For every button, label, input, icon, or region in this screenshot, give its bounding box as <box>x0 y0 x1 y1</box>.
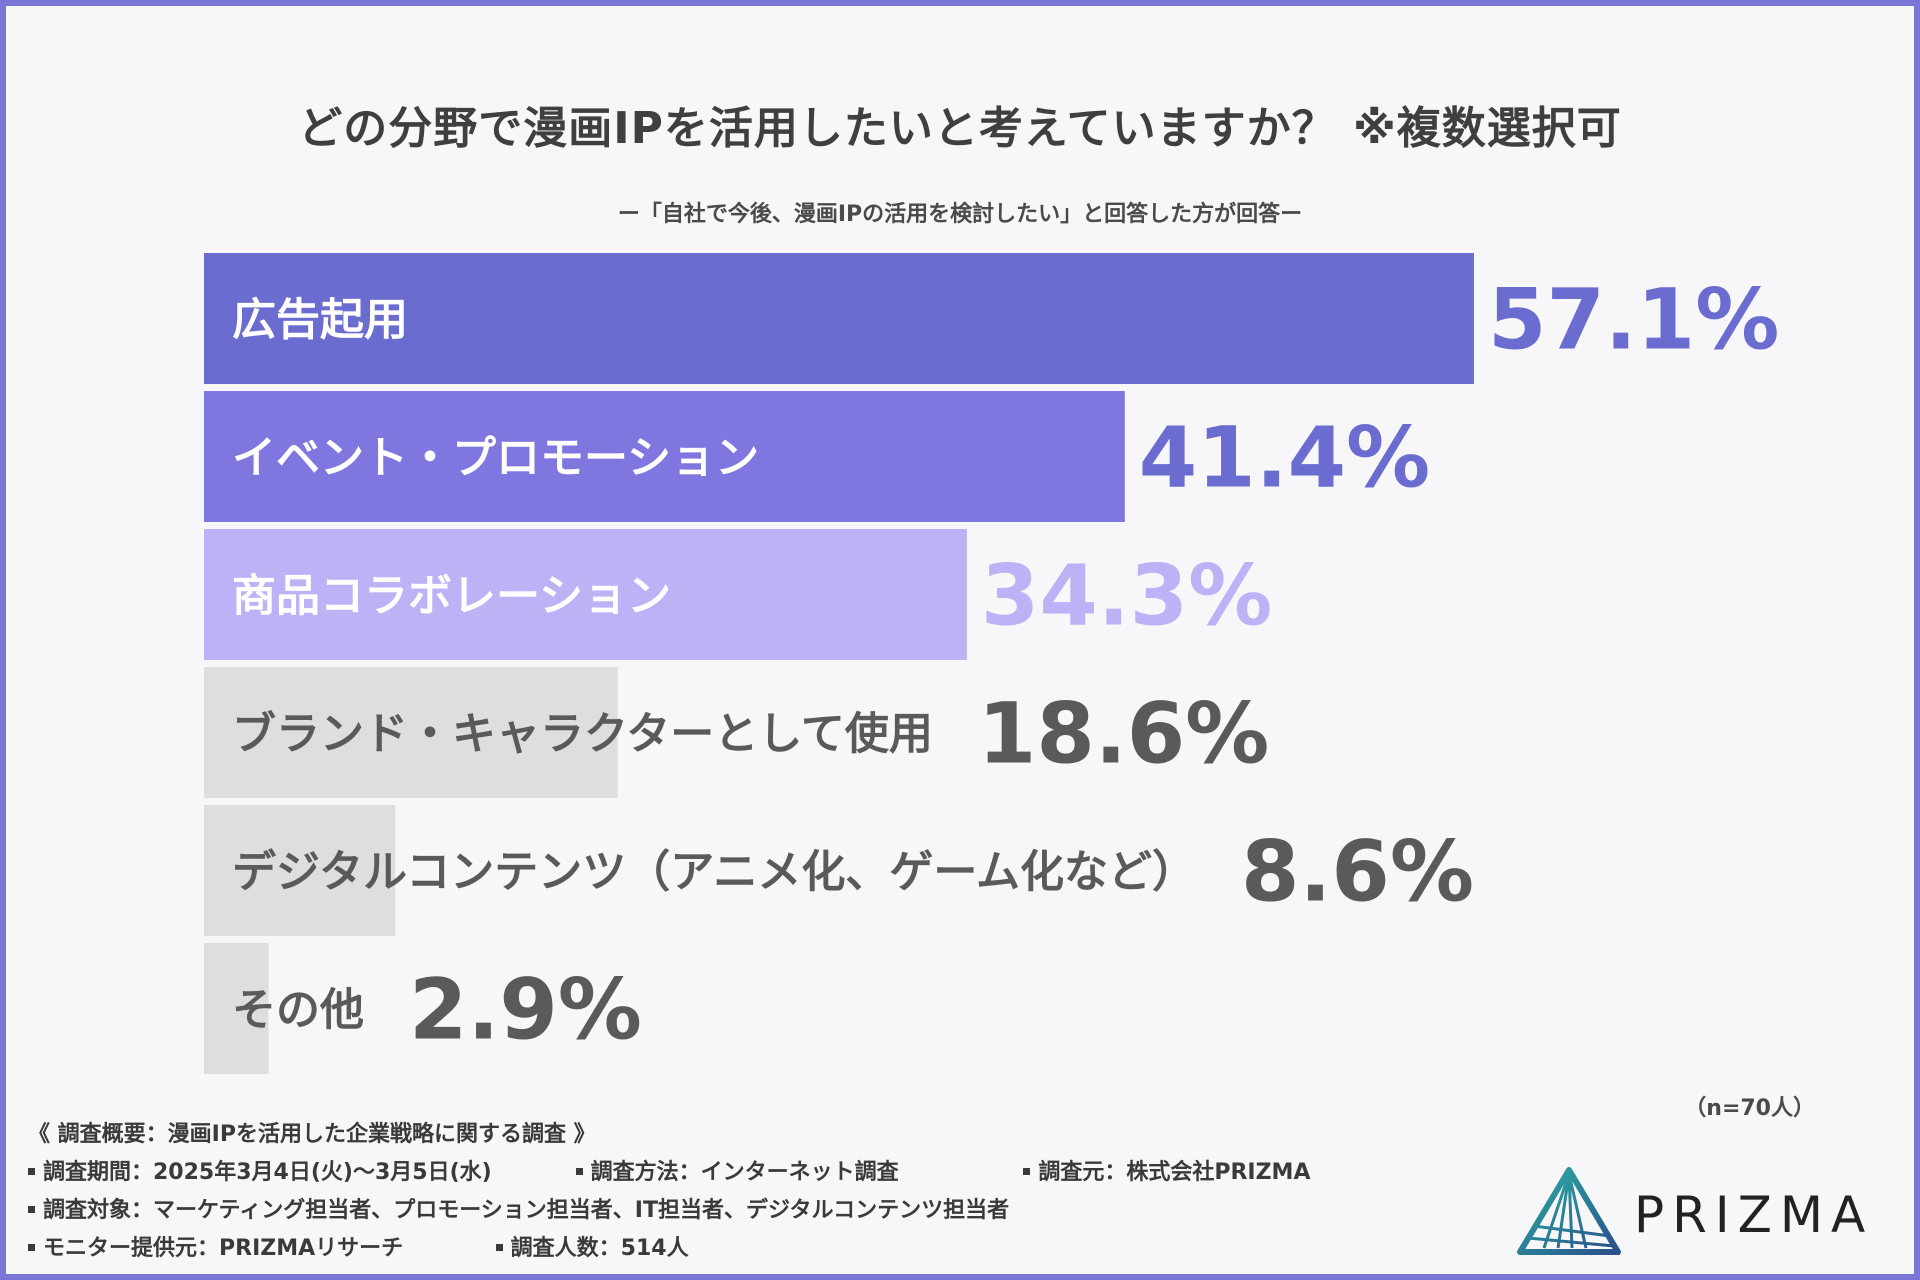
bar-value-3: 34.3% <box>981 547 1272 645</box>
bar-value-4: 18.6% <box>978 685 1269 783</box>
bar-chart: 広告起用 57.1% イベント・プロモーション 41.4% 商品コラボレーション 34.3… <box>204 253 1779 1074</box>
bar-label-5: デジタルコンテンツ（アニメ化、ゲーム化など） <box>232 847 1196 898</box>
survey-target: 調査対象：マーケティング担当者、プロモーション担当者、IT担当者、デジタルコンテ… <box>43 1198 1010 1223</box>
prizma-logo-text: PRIZMA <box>1634 1186 1874 1244</box>
bar-value-5: 8.6% <box>1241 823 1474 921</box>
bar-label-6: その他 <box>232 985 364 1036</box>
prizma-logo: PRIZMA <box>1514 1166 1894 1256</box>
bar-5 <box>204 805 396 936</box>
bar-label-1: 広告起用 <box>232 295 408 346</box>
bar-1 <box>204 253 1474 384</box>
bar-value-1: 57.1% <box>1488 271 1779 369</box>
bar-2 <box>204 391 1125 522</box>
bar-6 <box>204 943 269 1074</box>
chart-subtitle: ー「自社で今後、漫画IPの活用を検討したい」と回答した方が回答ー <box>617 202 1303 227</box>
survey-footer: 《 調査概要：漫画IPを活用した企業戦略に関する調査 》 調査期間：2025年3… <box>28 1116 1310 1268</box>
bar-label-3: 商品コラボレーション <box>232 571 671 622</box>
bar-value-6: 2.9% <box>409 961 642 1059</box>
bar-3 <box>204 529 967 660</box>
sample-size-note: （n=70人） <box>1684 1096 1815 1121</box>
bar-value-2: 41.4% <box>1139 409 1430 507</box>
survey-method: 調査方法：インターネット調査 <box>590 1160 899 1185</box>
survey-monitor: モニター提供元：PRIZMAリサーチ <box>43 1236 404 1261</box>
survey-title: 《 調査概要：漫画IPを活用した企業戦略に関する調査 》 <box>28 1122 596 1147</box>
bar-label-4: ブランド・キャラクターとして使用 <box>232 709 933 760</box>
survey-period: 調査期間：2025年3月4日(火)〜3月5日(水) <box>43 1160 492 1185</box>
prizma-logo-icon <box>1517 1167 1621 1255</box>
survey-count: 調査人数：514人 <box>510 1236 689 1261</box>
survey-organizer: 調査元：株式会社PRIZMA <box>1038 1160 1311 1185</box>
chart-title: どの分野で漫画IPを活用したいと考えていますか？ ※複数選択可 <box>298 103 1622 154</box>
bar-4 <box>204 667 618 798</box>
bar-label-2: イベント・プロモーション <box>232 433 759 484</box>
